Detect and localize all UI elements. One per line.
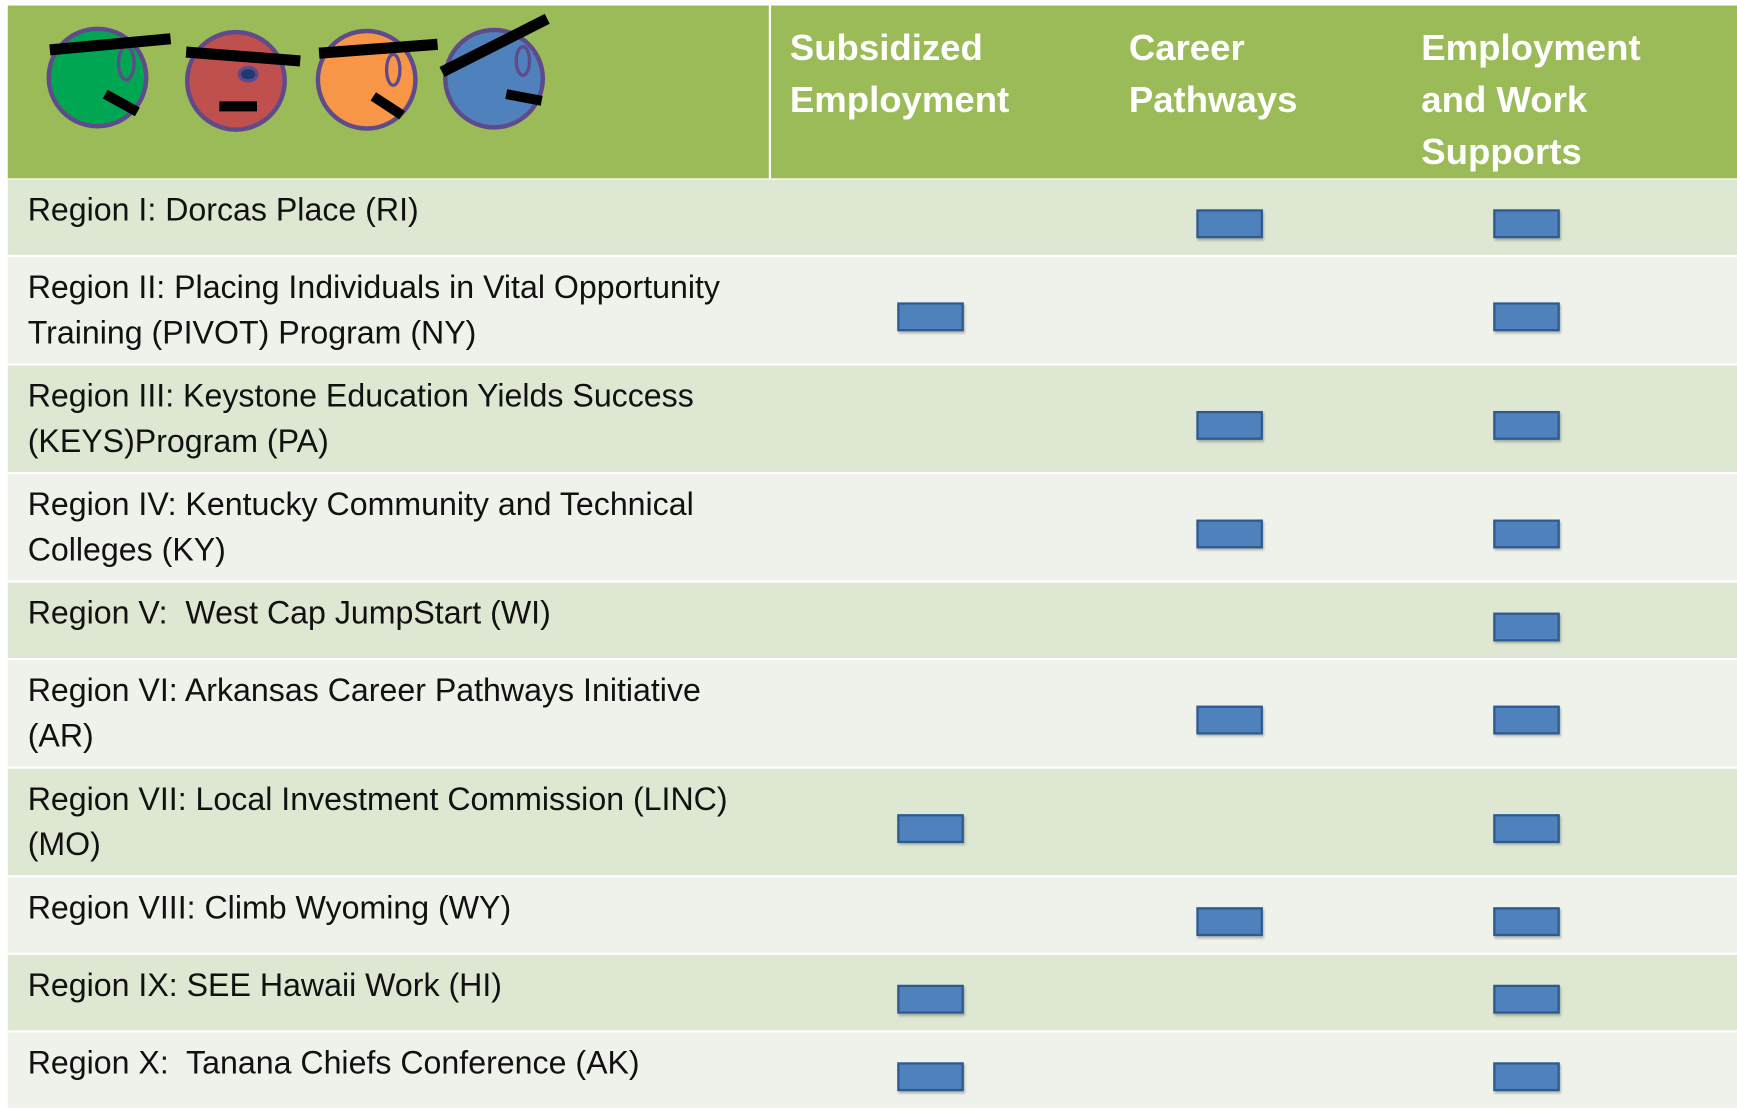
- table-row: Region IX: SEE Hawaii Work (HI): [8, 955, 1737, 1030]
- row-label: Region III: Keystone Education Yields Su…: [28, 374, 759, 465]
- check-mark: [1493, 302, 1559, 331]
- table-row: Region V: West Cap JumpStart (WI): [8, 583, 1737, 658]
- row-label: Region X: Tanana Chiefs Conference (AK): [28, 1041, 759, 1086]
- check-mark: [1196, 411, 1262, 440]
- check-mark: [1493, 1062, 1559, 1091]
- check-mark: [897, 302, 963, 331]
- table-row: Region III: Keystone Education Yields Su…: [8, 366, 1737, 472]
- row-label: Region II: Placing Individuals in Vital …: [28, 266, 759, 357]
- check-mark: [1196, 706, 1262, 735]
- check-mark: [1493, 985, 1559, 1014]
- check-mark: [1196, 209, 1262, 238]
- row-label: Region VII: Local Investment Commission …: [28, 778, 759, 869]
- check-mark: [1493, 613, 1559, 642]
- column-header: Employment and Work Supports: [1421, 21, 1709, 177]
- row-label: Region V: West Cap JumpStart (WI): [28, 592, 759, 637]
- table-row: Region I: Dorcas Place (RI): [8, 179, 1737, 254]
- row-label: Region VI: Arkansas Career Pathways Init…: [28, 669, 759, 760]
- faces-logo: [8, 6, 584, 179]
- table-row: Region II: Placing Individuals in Vital …: [8, 257, 1737, 363]
- table-row: Region VIII: Climb Wyoming (WY): [8, 877, 1737, 952]
- table-row: Region VI: Arkansas Career Pathways Init…: [8, 660, 1737, 766]
- check-mark: [1493, 907, 1559, 936]
- check-mark: [897, 814, 963, 843]
- table-row: Region VII: Local Investment Commission …: [8, 769, 1737, 875]
- check-mark: [1196, 520, 1262, 549]
- column-header: Subsidized Employment: [790, 21, 1078, 125]
- check-mark: [1196, 907, 1262, 936]
- table-row: Region X: Tanana Chiefs Conference (AK): [8, 1032, 1737, 1107]
- page: {"header": {"columns": ["Subsidized Empl…: [0, 0, 1737, 1107]
- check-mark: [1493, 520, 1559, 549]
- check-mark: [1493, 706, 1559, 735]
- check-mark: [1493, 411, 1559, 440]
- column-header: Career Pathways: [1129, 21, 1384, 125]
- row-label: Region VIII: Climb Wyoming (WY): [28, 886, 759, 931]
- table-row: Region IV: Kentucky Community and Techni…: [8, 474, 1737, 580]
- check-mark: [897, 985, 963, 1014]
- check-mark: [897, 1062, 963, 1091]
- table: Subsidized Employment Career Pathways Empl…: [0, 0, 1737, 1108]
- check-mark: [1493, 814, 1559, 843]
- row-label: Region IX: SEE Hawaii Work (HI): [28, 964, 759, 1009]
- row-label: Region I: Dorcas Place (RI): [28, 188, 759, 233]
- header-row: Subsidized Employment Career Pathways Empl…: [8, 6, 1737, 179]
- check-mark: [1493, 209, 1559, 238]
- row-label: Region IV: Kentucky Community and Techni…: [28, 483, 759, 574]
